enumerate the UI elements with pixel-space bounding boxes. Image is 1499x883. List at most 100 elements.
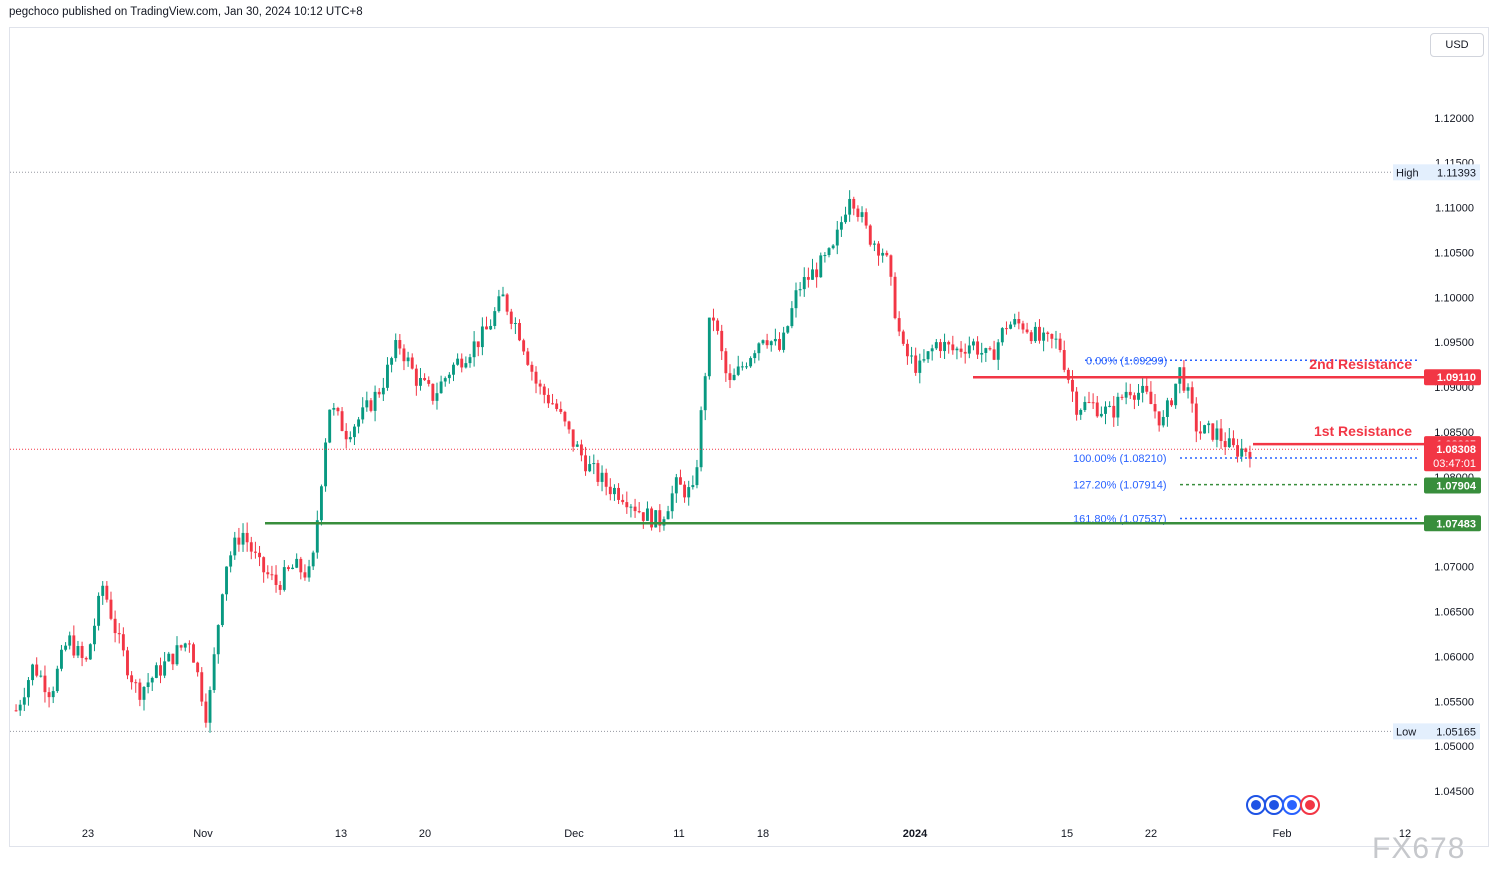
candle-body <box>204 701 208 723</box>
time-tick-5: 11 <box>673 828 684 840</box>
candle-body <box>1207 423 1211 426</box>
candle-body <box>1170 400 1173 406</box>
currency-button[interactable]: USD <box>1430 33 1484 57</box>
candle-body <box>1050 334 1054 339</box>
event-icons[interactable] <box>1246 795 1320 815</box>
candle-body <box>650 508 654 528</box>
candle-body <box>782 332 786 350</box>
candle-body <box>410 357 414 369</box>
time-tick-9: 22 <box>1145 828 1157 840</box>
candle-body <box>736 366 740 375</box>
candle-body <box>687 487 691 498</box>
candle-body <box>959 348 963 352</box>
candle-body <box>683 484 687 498</box>
candle-body <box>452 364 455 375</box>
candle-body <box>567 421 571 430</box>
candle-body <box>423 377 427 381</box>
candle-body <box>117 633 121 635</box>
chart-frame <box>9 27 1489 847</box>
candle-body <box>369 400 373 411</box>
economic-event-icon-flag <box>1287 800 1297 810</box>
candle-body <box>373 391 377 411</box>
candle-body <box>1104 406 1107 414</box>
candle-body <box>922 359 926 361</box>
candle-body <box>679 477 682 485</box>
economic-event-icon-flag <box>1269 800 1279 810</box>
candle-body <box>72 635 76 656</box>
candle-body <box>839 222 843 230</box>
candle-body <box>1231 438 1235 446</box>
candle-body <box>295 558 299 568</box>
candle-body <box>402 348 406 362</box>
candle-body <box>1058 338 1062 351</box>
candle-body <box>196 662 200 673</box>
candle-body <box>674 477 678 494</box>
candle-body <box>559 408 563 412</box>
candle-body <box>538 383 542 387</box>
candle-body <box>1141 385 1145 393</box>
candle-body <box>910 355 913 357</box>
candle-body <box>526 351 530 365</box>
candle-body <box>695 467 699 486</box>
candle-body <box>365 400 369 408</box>
candle-body <box>253 551 257 553</box>
candle-body <box>757 343 761 354</box>
candle-body <box>229 555 233 567</box>
candle-body <box>716 320 720 331</box>
time-axis[interactable]: 23 Nov 13 20 Dec 11 18 2024 15 22 Feb 12 <box>82 828 1411 840</box>
candle-body <box>266 572 270 575</box>
candle-body <box>522 340 526 352</box>
price-tick-13: 1.05500 <box>1434 696 1474 708</box>
candle-body <box>138 682 142 700</box>
candle-body <box>414 368 418 386</box>
candle-body <box>47 692 51 698</box>
candle-body <box>1211 423 1215 440</box>
candle-body <box>720 330 724 352</box>
candle-body <box>1087 401 1091 403</box>
price-axis[interactable]: 1.120001.115001.110001.105001.100001.095… <box>1393 113 1481 798</box>
candle-body <box>926 351 930 360</box>
candle-body <box>608 486 612 495</box>
price-tick-12: 1.06000 <box>1434 651 1474 663</box>
candle-body <box>860 212 864 217</box>
candle-body <box>447 374 451 379</box>
candle-body <box>357 419 361 427</box>
candle-body <box>654 510 658 528</box>
last-price-value: 1.08308 <box>1436 444 1476 456</box>
candle-body <box>918 360 922 373</box>
candle-body <box>1033 326 1037 342</box>
candle-body <box>778 338 781 350</box>
time-tick-10: Feb <box>1273 828 1292 840</box>
candle-body <box>707 317 711 377</box>
candle-body <box>68 635 72 646</box>
candle-body <box>1223 441 1227 448</box>
candle-body <box>1132 395 1136 400</box>
candle-body <box>864 212 868 226</box>
candle-body <box>1227 438 1231 448</box>
candle-body <box>988 348 992 350</box>
candle-body <box>1075 391 1079 415</box>
candle-body <box>584 455 587 472</box>
candle-body <box>299 558 303 573</box>
candle-body <box>192 644 195 663</box>
candle-body <box>943 341 947 352</box>
low-tag-bg <box>1393 723 1480 740</box>
candle-body <box>1099 413 1103 417</box>
candle-body <box>1066 369 1070 380</box>
candle-body <box>1182 367 1186 391</box>
candle-body <box>121 634 125 651</box>
candle-body <box>893 276 897 319</box>
candle-body <box>728 373 732 381</box>
candle-body <box>596 463 600 482</box>
candle-body <box>493 311 497 326</box>
candle-body <box>249 542 253 552</box>
price-tick-0: 1.12000 <box>1434 113 1474 125</box>
candle-body <box>208 690 212 723</box>
fib-label-2: 127.20% (1.07914) <box>1073 480 1167 492</box>
candle-body <box>951 344 955 351</box>
candle-body <box>55 668 59 692</box>
candle-body <box>216 625 220 655</box>
candle-body <box>460 358 464 368</box>
candle-body <box>336 407 340 412</box>
